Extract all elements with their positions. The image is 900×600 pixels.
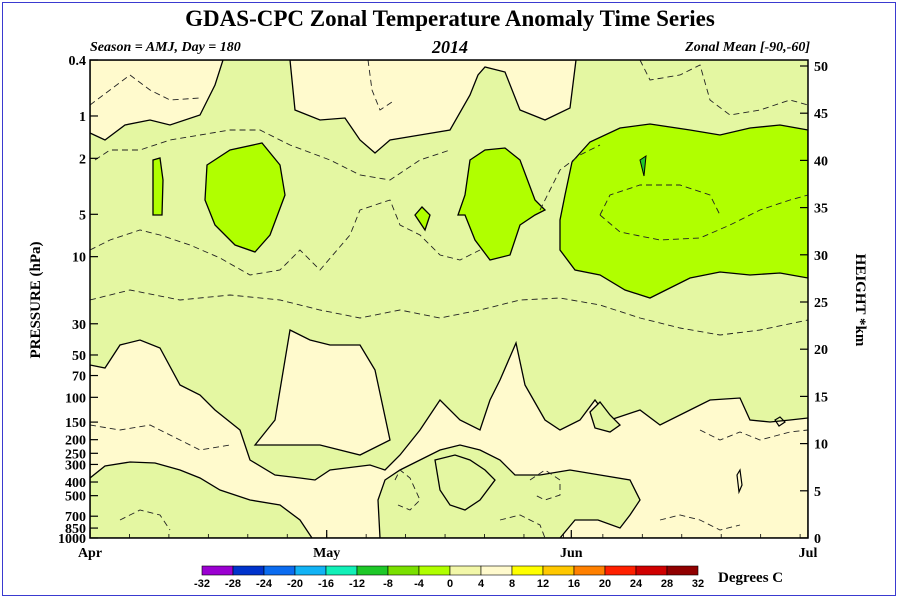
colorbar-swatch-13 <box>605 566 636 575</box>
colorbar-label-4: -16 <box>318 578 334 590</box>
colorbar: -32 -28 -24 -20 -16 -12 -8 -4 0 4 8 12 16 20 24 28 32 <box>194 566 704 590</box>
pressure-tick-label-1: 1 <box>79 110 86 125</box>
colorbar-label-12: 16 <box>568 578 580 590</box>
pressure-tick-label-9: 150 <box>65 416 86 431</box>
y-axis-left-title: PRESSURE (hPa) <box>28 241 44 358</box>
height-tick-label-4: 20 <box>814 343 828 358</box>
pressure-tick-label-2: 2 <box>79 152 86 167</box>
pressure-tick-label-14: 500 <box>65 490 86 505</box>
month-tick-label-0: Apr <box>78 546 102 561</box>
colorbar-swatch-0 <box>202 566 233 575</box>
colorbar-swatch-6 <box>388 566 419 575</box>
colorbar-swatch-12 <box>574 566 605 575</box>
cold-region-1 <box>153 158 163 215</box>
pressure-tick-label-8: 100 <box>65 391 86 406</box>
colorbar-label-11: 12 <box>537 578 549 590</box>
colorbar-swatch-2 <box>264 566 295 575</box>
colorbar-units: Degrees C <box>718 570 783 587</box>
height-tick-label-7: 35 <box>814 202 828 217</box>
colorbar-swatch-5 <box>357 566 388 575</box>
height-tick-label-0: 0 <box>814 532 821 547</box>
colorbar-label-7: -4 <box>414 578 425 590</box>
colorbar-label-14: 24 <box>630 578 643 590</box>
colorbar-label-10: 8 <box>509 578 515 590</box>
cold-region-5 <box>560 124 808 298</box>
colorbar-swatch-15 <box>667 566 698 575</box>
colorbar-swatch-1 <box>233 566 264 575</box>
colorbar-swatch-4 <box>326 566 357 575</box>
colorbar-label-2: -24 <box>256 578 273 590</box>
height-tick-label-2: 10 <box>814 438 828 453</box>
y-axis-right-title: HEIGHT *km <box>852 254 868 347</box>
colorbar-label-5: -12 <box>349 578 365 590</box>
colorbar-label-1: -28 <box>225 578 241 590</box>
colorbar-label-6: -8 <box>383 578 393 590</box>
height-tick-label-5: 25 <box>814 296 828 311</box>
month-tick-label-3: Jul <box>799 546 818 561</box>
pressure-tick-label-6: 50 <box>72 349 86 364</box>
colorbar-swatch-3 <box>295 566 326 575</box>
pressure-tick-label-7: 70 <box>72 370 86 385</box>
colorbar-swatch-14 <box>636 566 667 575</box>
colorbar-label-9: 4 <box>478 578 485 590</box>
month-tick-label-1: May <box>313 546 340 561</box>
colorbar-label-3: -20 <box>287 578 303 590</box>
colorbar-label-13: 20 <box>599 578 611 590</box>
height-tick-label-8: 40 <box>814 154 828 169</box>
height-tick-label-10: 50 <box>814 60 828 75</box>
pressure-tick-label-4: 10 <box>72 251 86 266</box>
pressure-tick-label-3: 5 <box>79 208 86 223</box>
colorbar-label-8: 0 <box>447 578 453 590</box>
colorbar-swatch-11 <box>543 566 574 575</box>
month-tick-label-2: Jun <box>560 546 583 561</box>
colorbar-label-16: 32 <box>692 578 704 590</box>
pressure-tick-label-12: 300 <box>65 458 86 473</box>
pressure-tick-label-5: 30 <box>72 318 86 333</box>
colorbar-swatch-10 <box>512 566 543 575</box>
pressure-tick-label-0: 0.4 <box>69 54 87 69</box>
colorbar-swatch-7 <box>419 566 450 575</box>
height-tick-label-6: 30 <box>814 249 828 264</box>
pressure-tick-label-17: 1000 <box>58 532 86 547</box>
height-tick-label-1: 5 <box>814 485 821 500</box>
colorbar-label-15: 28 <box>661 578 673 590</box>
height-tick-label-3: 15 <box>814 390 828 405</box>
colorbar-label-0: -32 <box>194 578 210 590</box>
height-tick-label-9: 45 <box>814 107 828 122</box>
colorbar-swatch-9 <box>481 566 512 575</box>
colorbar-swatch-8 <box>450 566 481 575</box>
